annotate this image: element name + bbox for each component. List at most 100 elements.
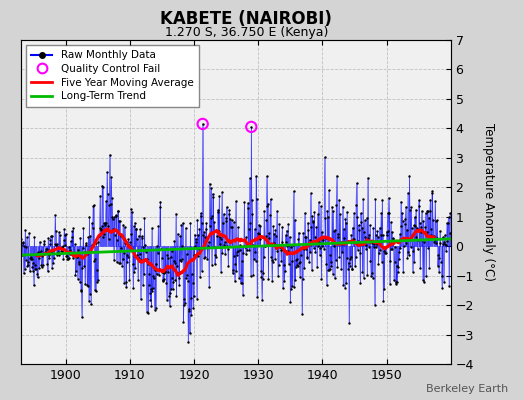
Point (111, 231, 119, 238)
Point (53, 241, 61, 247)
Point (113, 259, 121, 266)
Point (236, 280, 245, 286)
Point (42, 246, 51, 253)
Point (374, 234, 382, 241)
Point (425, 265, 433, 272)
Point (161, 268, 169, 274)
Point (38, 264, 46, 270)
Point (201, 254, 209, 260)
Point (361, 217, 369, 224)
Point (158, 269, 166, 276)
Point (133, 236, 141, 242)
Point (334, 234, 342, 240)
Point (208, 213, 216, 219)
Point (31, 262, 40, 269)
Point (295, 260, 303, 266)
Point (70, 252, 78, 259)
Point (100, 230, 108, 237)
Point (43, 268, 52, 274)
Point (35, 254, 43, 261)
Point (247, 124, 256, 130)
Point (325, 267, 333, 273)
Point (127, 206, 135, 212)
Point (230, 253, 238, 259)
Point (250, 226, 259, 232)
Point (61, 232, 69, 238)
Point (367, 270, 376, 276)
Point (25, 268, 34, 274)
Point (394, 269, 402, 275)
Point (192, 236, 200, 242)
Point (173, 262, 181, 269)
Point (444, 214, 453, 220)
Point (139, 244, 148, 250)
Point (315, 238, 323, 245)
Point (141, 242, 150, 248)
Point (144, 310, 152, 316)
Point (317, 276, 325, 282)
Point (290, 284, 298, 290)
Point (222, 215, 231, 221)
Point (241, 244, 249, 250)
Point (445, 283, 453, 289)
Point (444, 220, 452, 226)
Point (195, 226, 204, 232)
Point (332, 201, 341, 208)
Point (408, 225, 416, 231)
Point (75, 279, 84, 285)
Point (45, 252, 53, 258)
Point (171, 277, 179, 284)
Point (140, 271, 148, 277)
Point (220, 242, 228, 248)
Point (168, 275, 176, 282)
Point (289, 188, 298, 194)
Point (349, 236, 357, 242)
Point (20, 242, 28, 249)
Point (229, 266, 237, 273)
Point (127, 248, 136, 254)
Point (56, 244, 64, 251)
Point (344, 266, 352, 272)
Point (161, 245, 170, 252)
Point (257, 274, 266, 280)
Point (337, 266, 345, 272)
Point (371, 196, 379, 202)
Point (416, 220, 424, 227)
Point (311, 249, 320, 255)
Point (246, 220, 255, 227)
Point (434, 252, 443, 258)
Point (376, 232, 385, 238)
Point (278, 239, 286, 245)
Point (445, 230, 454, 236)
Point (46, 236, 54, 243)
Point (89, 203, 97, 209)
Point (94, 277, 102, 284)
Point (310, 245, 318, 251)
Point (335, 196, 343, 203)
Point (264, 276, 272, 282)
Point (191, 242, 199, 249)
Point (103, 191, 112, 197)
Point (248, 197, 256, 204)
Point (154, 223, 162, 230)
Point (270, 230, 278, 237)
Point (428, 190, 436, 196)
Point (357, 210, 365, 217)
Point (199, 232, 208, 238)
Point (256, 236, 264, 242)
Point (398, 218, 407, 224)
Point (279, 246, 288, 253)
Point (384, 228, 392, 234)
Point (256, 223, 265, 230)
Point (217, 236, 225, 242)
Point (387, 219, 395, 225)
Point (378, 232, 387, 238)
Point (261, 243, 269, 250)
Point (59, 243, 67, 250)
Point (206, 215, 215, 221)
Point (151, 267, 159, 273)
Point (96, 193, 104, 199)
Point (339, 282, 347, 289)
Point (77, 286, 85, 293)
Point (171, 260, 180, 266)
